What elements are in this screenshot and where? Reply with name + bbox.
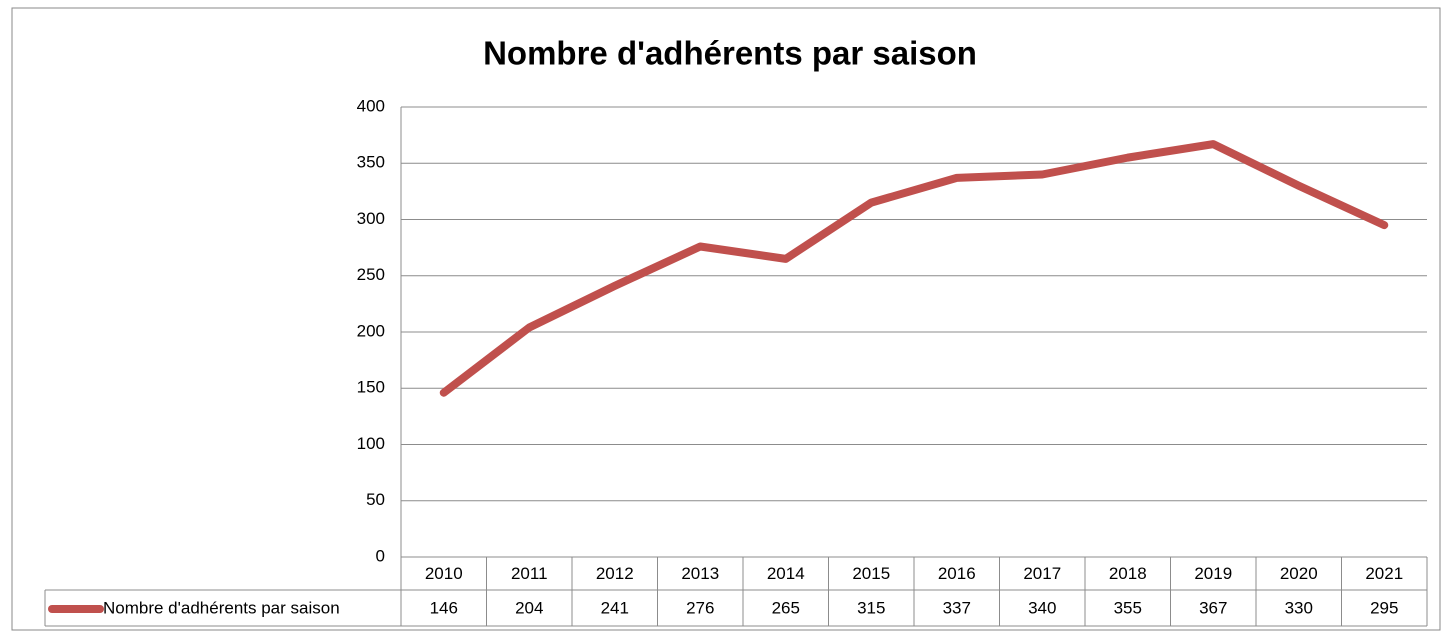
data-table-value: 295 bbox=[1370, 598, 1398, 617]
x-tick-label: 2016 bbox=[938, 564, 976, 583]
y-tick-label: 300 bbox=[357, 209, 385, 228]
x-tick-label: 2015 bbox=[852, 564, 890, 583]
y-tick-label: 350 bbox=[357, 153, 385, 172]
x-tick-label: 2014 bbox=[767, 564, 805, 583]
y-tick-label: 200 bbox=[357, 321, 385, 340]
x-tick-label: 2020 bbox=[1280, 564, 1318, 583]
data-table-value: 204 bbox=[515, 598, 543, 617]
data-table-value: 265 bbox=[772, 598, 800, 617]
legend-label: Nombre d'adhérents par saison bbox=[103, 598, 340, 617]
data-table-value: 340 bbox=[1028, 598, 1056, 617]
y-tick-label: 50 bbox=[366, 490, 385, 509]
y-tick-label: 100 bbox=[357, 434, 385, 453]
x-tick-label: 2010 bbox=[425, 564, 463, 583]
chart-title: Nombre d'adhérents par saison bbox=[483, 35, 977, 72]
data-table-value: 355 bbox=[1114, 598, 1142, 617]
x-tick-label: 2017 bbox=[1023, 564, 1061, 583]
y-tick-label: 250 bbox=[357, 265, 385, 284]
x-tick-label: 2021 bbox=[1365, 564, 1403, 583]
x-tick-label: 2019 bbox=[1194, 564, 1232, 583]
y-tick-label: 0 bbox=[376, 546, 385, 565]
y-tick-label: 150 bbox=[357, 378, 385, 397]
chart-border bbox=[11, 7, 1441, 631]
data-table-value: 276 bbox=[686, 598, 714, 617]
x-tick-label: 2013 bbox=[681, 564, 719, 583]
data-table-value: 330 bbox=[1285, 598, 1313, 617]
line-series bbox=[439, 140, 1389, 397]
data-table-value: 146 bbox=[430, 598, 458, 617]
x-tick-label: 2011 bbox=[511, 564, 548, 583]
data-table-value: 337 bbox=[943, 598, 971, 617]
y-tick-label: 400 bbox=[357, 96, 385, 115]
data-table-value: 315 bbox=[857, 598, 885, 617]
x-tick-label: 2018 bbox=[1109, 564, 1147, 583]
data-table-value: 367 bbox=[1199, 598, 1227, 617]
x-tick-label: 2012 bbox=[596, 564, 634, 583]
data-table-value: 241 bbox=[601, 598, 629, 617]
